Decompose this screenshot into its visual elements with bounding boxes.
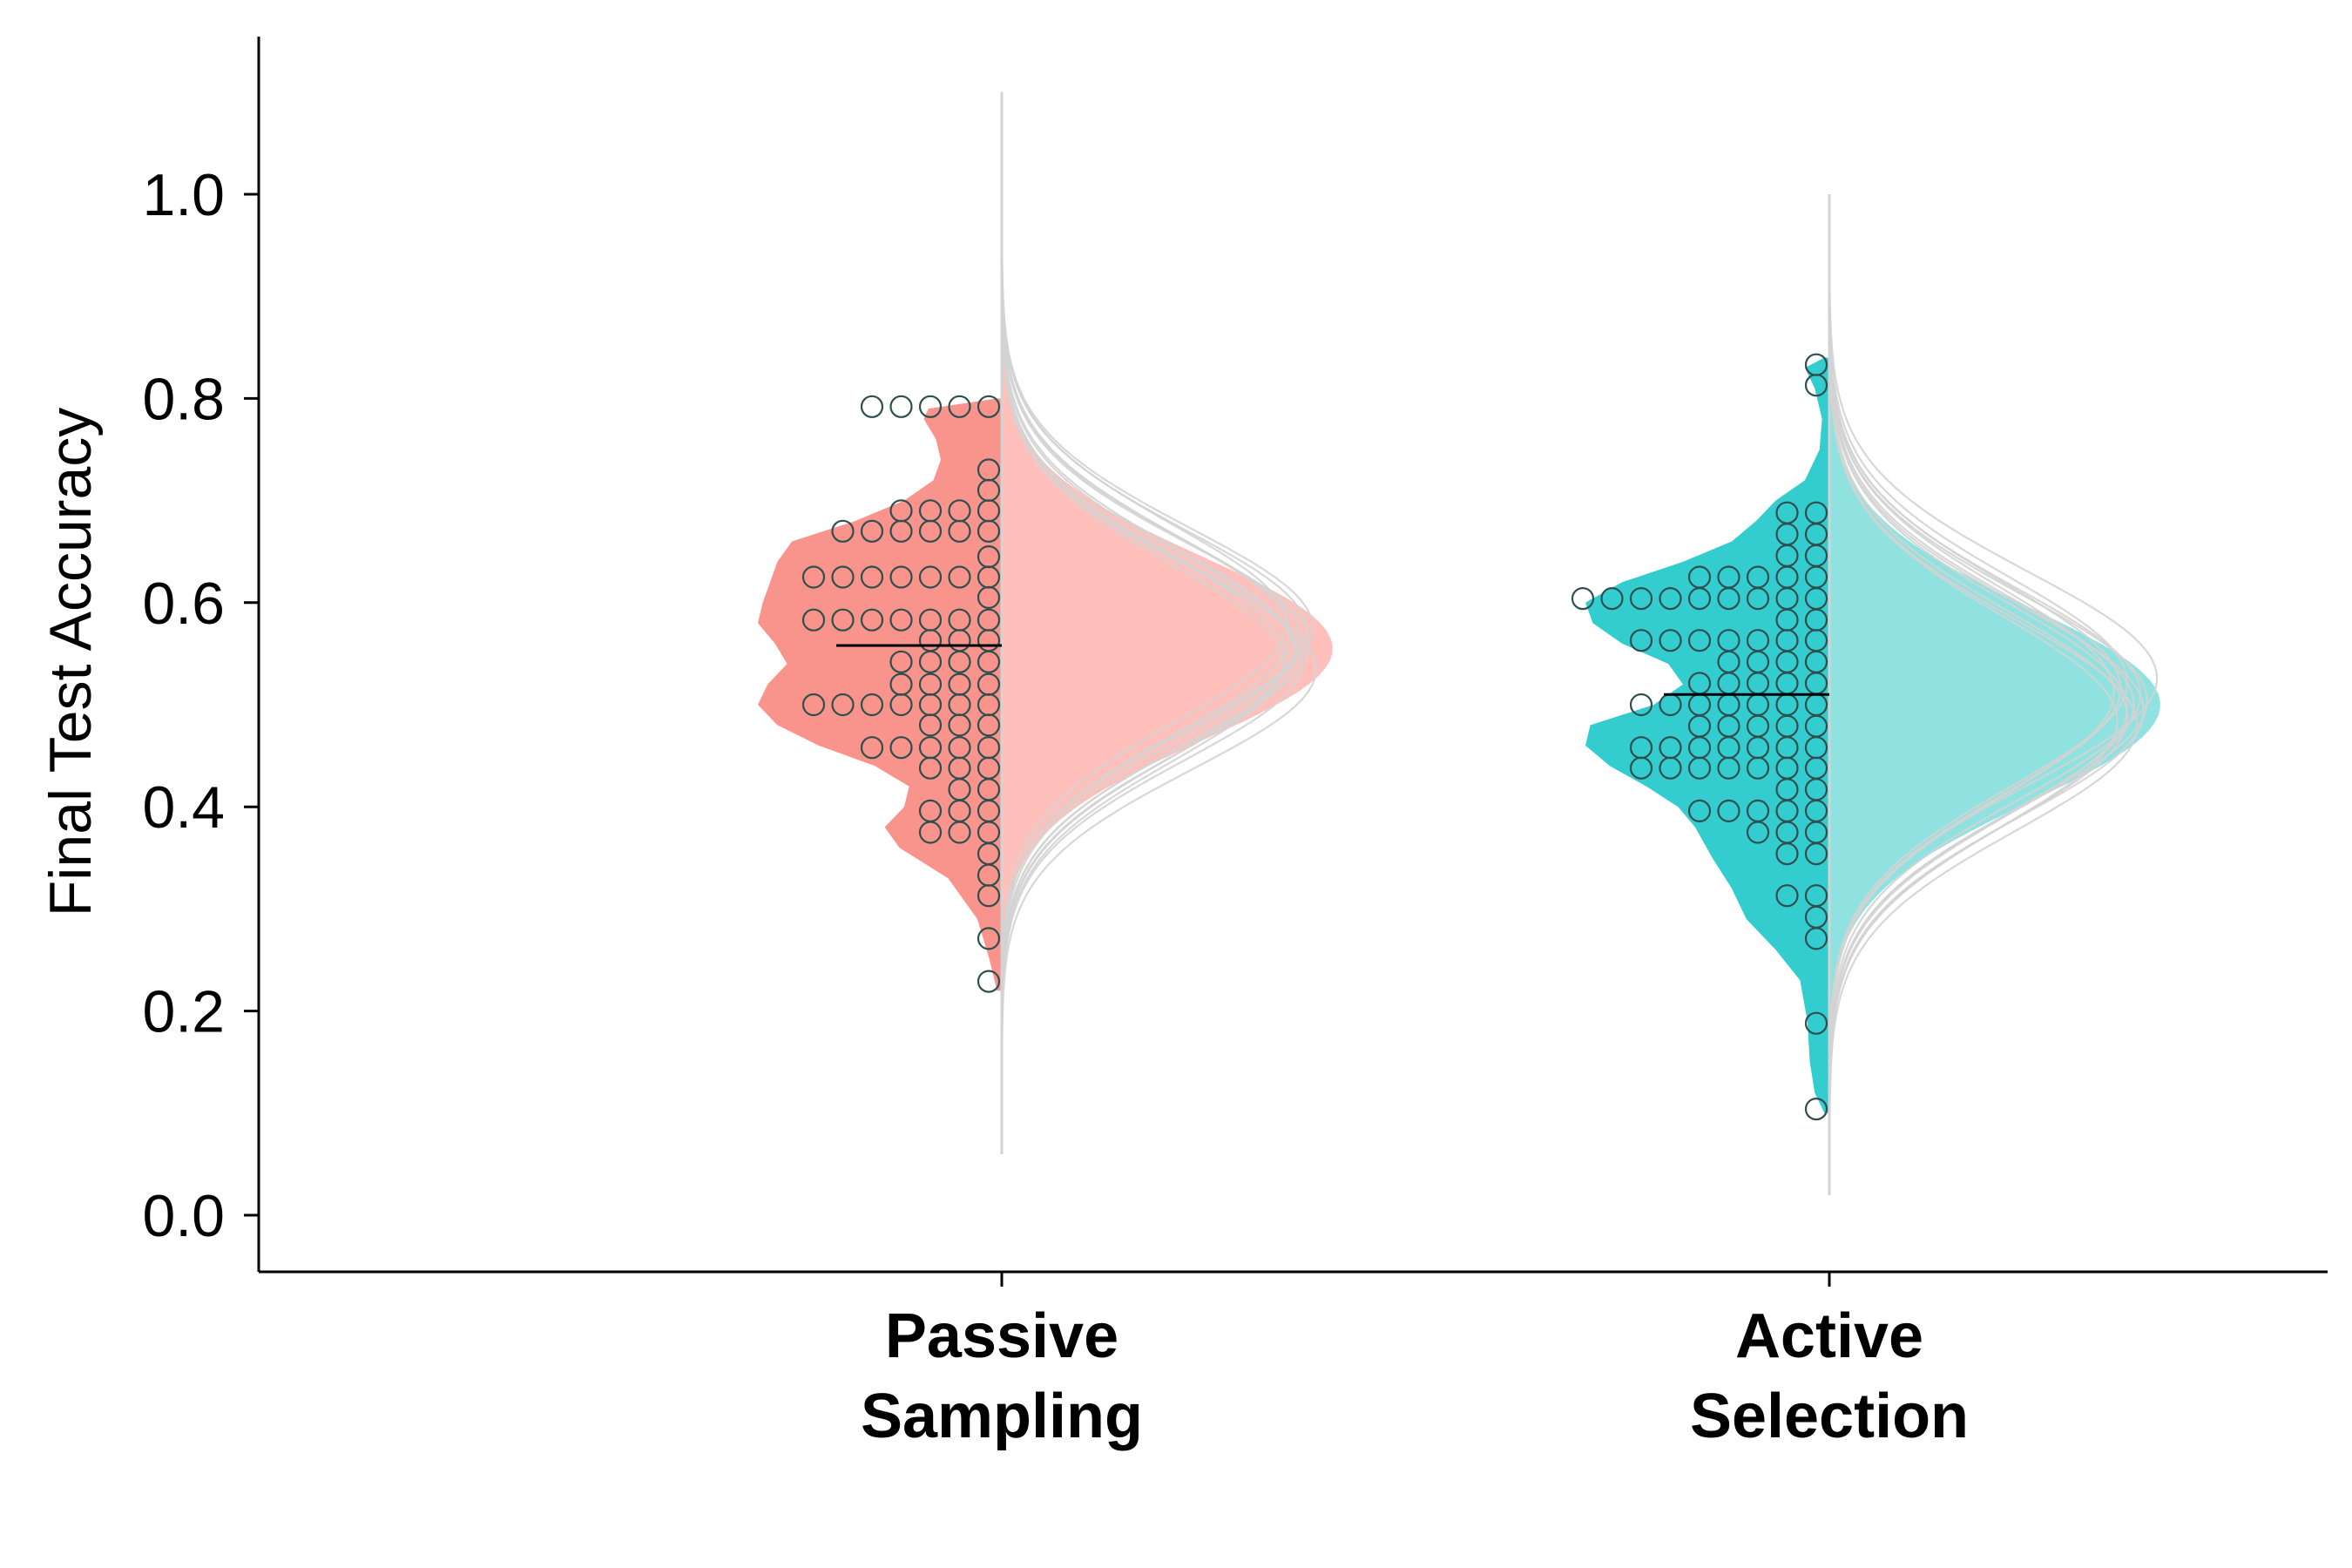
data-point [1659,629,1682,652]
y-tick-label: 0.4 [142,774,225,841]
data-point [918,821,943,844]
x-category-label: Sampling [861,1382,1143,1451]
data-point [1717,586,1740,611]
data-point [831,519,855,543]
axes: Final Test Accuracy 0.0 0.2 0.4 0.6 0.8 1.0 Pa… [37,37,2328,1451]
data-point [918,519,943,543]
data-point [1746,586,1770,611]
data-point [1804,1097,1828,1121]
data-point [918,395,943,418]
y-tick-label: 0.8 [142,366,225,432]
data-point [1775,884,1799,908]
data-point [948,519,971,543]
data-point [1571,586,1595,611]
observed-density [758,398,1002,991]
data-point [1659,586,1682,611]
data-point [918,565,943,589]
data-point [1600,586,1624,611]
data-point [860,736,884,760]
data-point [831,608,855,632]
data-point [948,650,971,673]
data-point [977,927,1001,950]
x-category-label: Selection [1690,1382,1969,1451]
data-point [948,395,971,418]
data-point [860,565,884,589]
data-point [831,693,855,717]
data-point [977,713,1001,737]
data-point [860,395,884,418]
data-point [889,565,913,589]
y-axis-title: Final Test Accuracy [37,408,104,917]
data-point [948,565,971,589]
posterior-draw-line [1828,194,2159,1195]
data-point [918,713,943,737]
data-point [1746,821,1770,844]
data-point [948,821,971,844]
data-point [801,565,826,589]
data-point [977,585,1001,610]
y-tick-label: 1.0 [142,162,225,228]
data-point [889,395,913,418]
data-point [1746,756,1770,780]
data-point [977,884,1001,908]
data-point [977,650,1001,673]
data-point [889,519,913,543]
data-point [1804,927,1828,950]
data-point [860,608,884,632]
plot-area [758,91,2160,1195]
data-point [1687,756,1712,780]
data-point [889,650,913,673]
data-point [1687,586,1712,611]
y-tick-label: 0.0 [142,1183,225,1249]
data-point [1804,374,1828,397]
data-point [1717,756,1740,780]
data-point [1629,693,1653,717]
data-point [1687,629,1712,652]
group-passive-sampling [758,91,1333,1154]
data-point [889,736,913,760]
data-point [1659,756,1682,780]
data-point [1629,756,1653,780]
group-active-selection [1571,194,2160,1195]
x-category-label: Active [1735,1301,1923,1371]
data-point [801,608,826,632]
data-point [1804,841,1828,866]
data-point [1717,799,1740,823]
data-point [977,519,1001,543]
y-tick-label: 0.6 [142,571,225,637]
data-point [831,565,855,589]
data-point [948,713,971,737]
data-point [1775,841,1799,866]
posterior-density [1829,194,2160,1195]
data-point [860,519,884,543]
data-point [1804,1011,1828,1035]
data-point [977,395,1001,418]
data-point [1687,799,1712,823]
data-point [889,693,913,717]
data-point [977,970,1001,993]
data-point [918,756,943,780]
data-point [918,650,943,673]
posterior-density [1002,91,1333,1154]
data-point [1629,629,1653,652]
observed-density [1585,357,1829,1113]
data-point [889,608,913,632]
x-category-label: Passive [885,1301,1119,1371]
y-tick-label: 0.2 [142,979,225,1045]
data-point [1629,586,1653,611]
data-point [860,693,884,717]
data-point [801,693,826,717]
